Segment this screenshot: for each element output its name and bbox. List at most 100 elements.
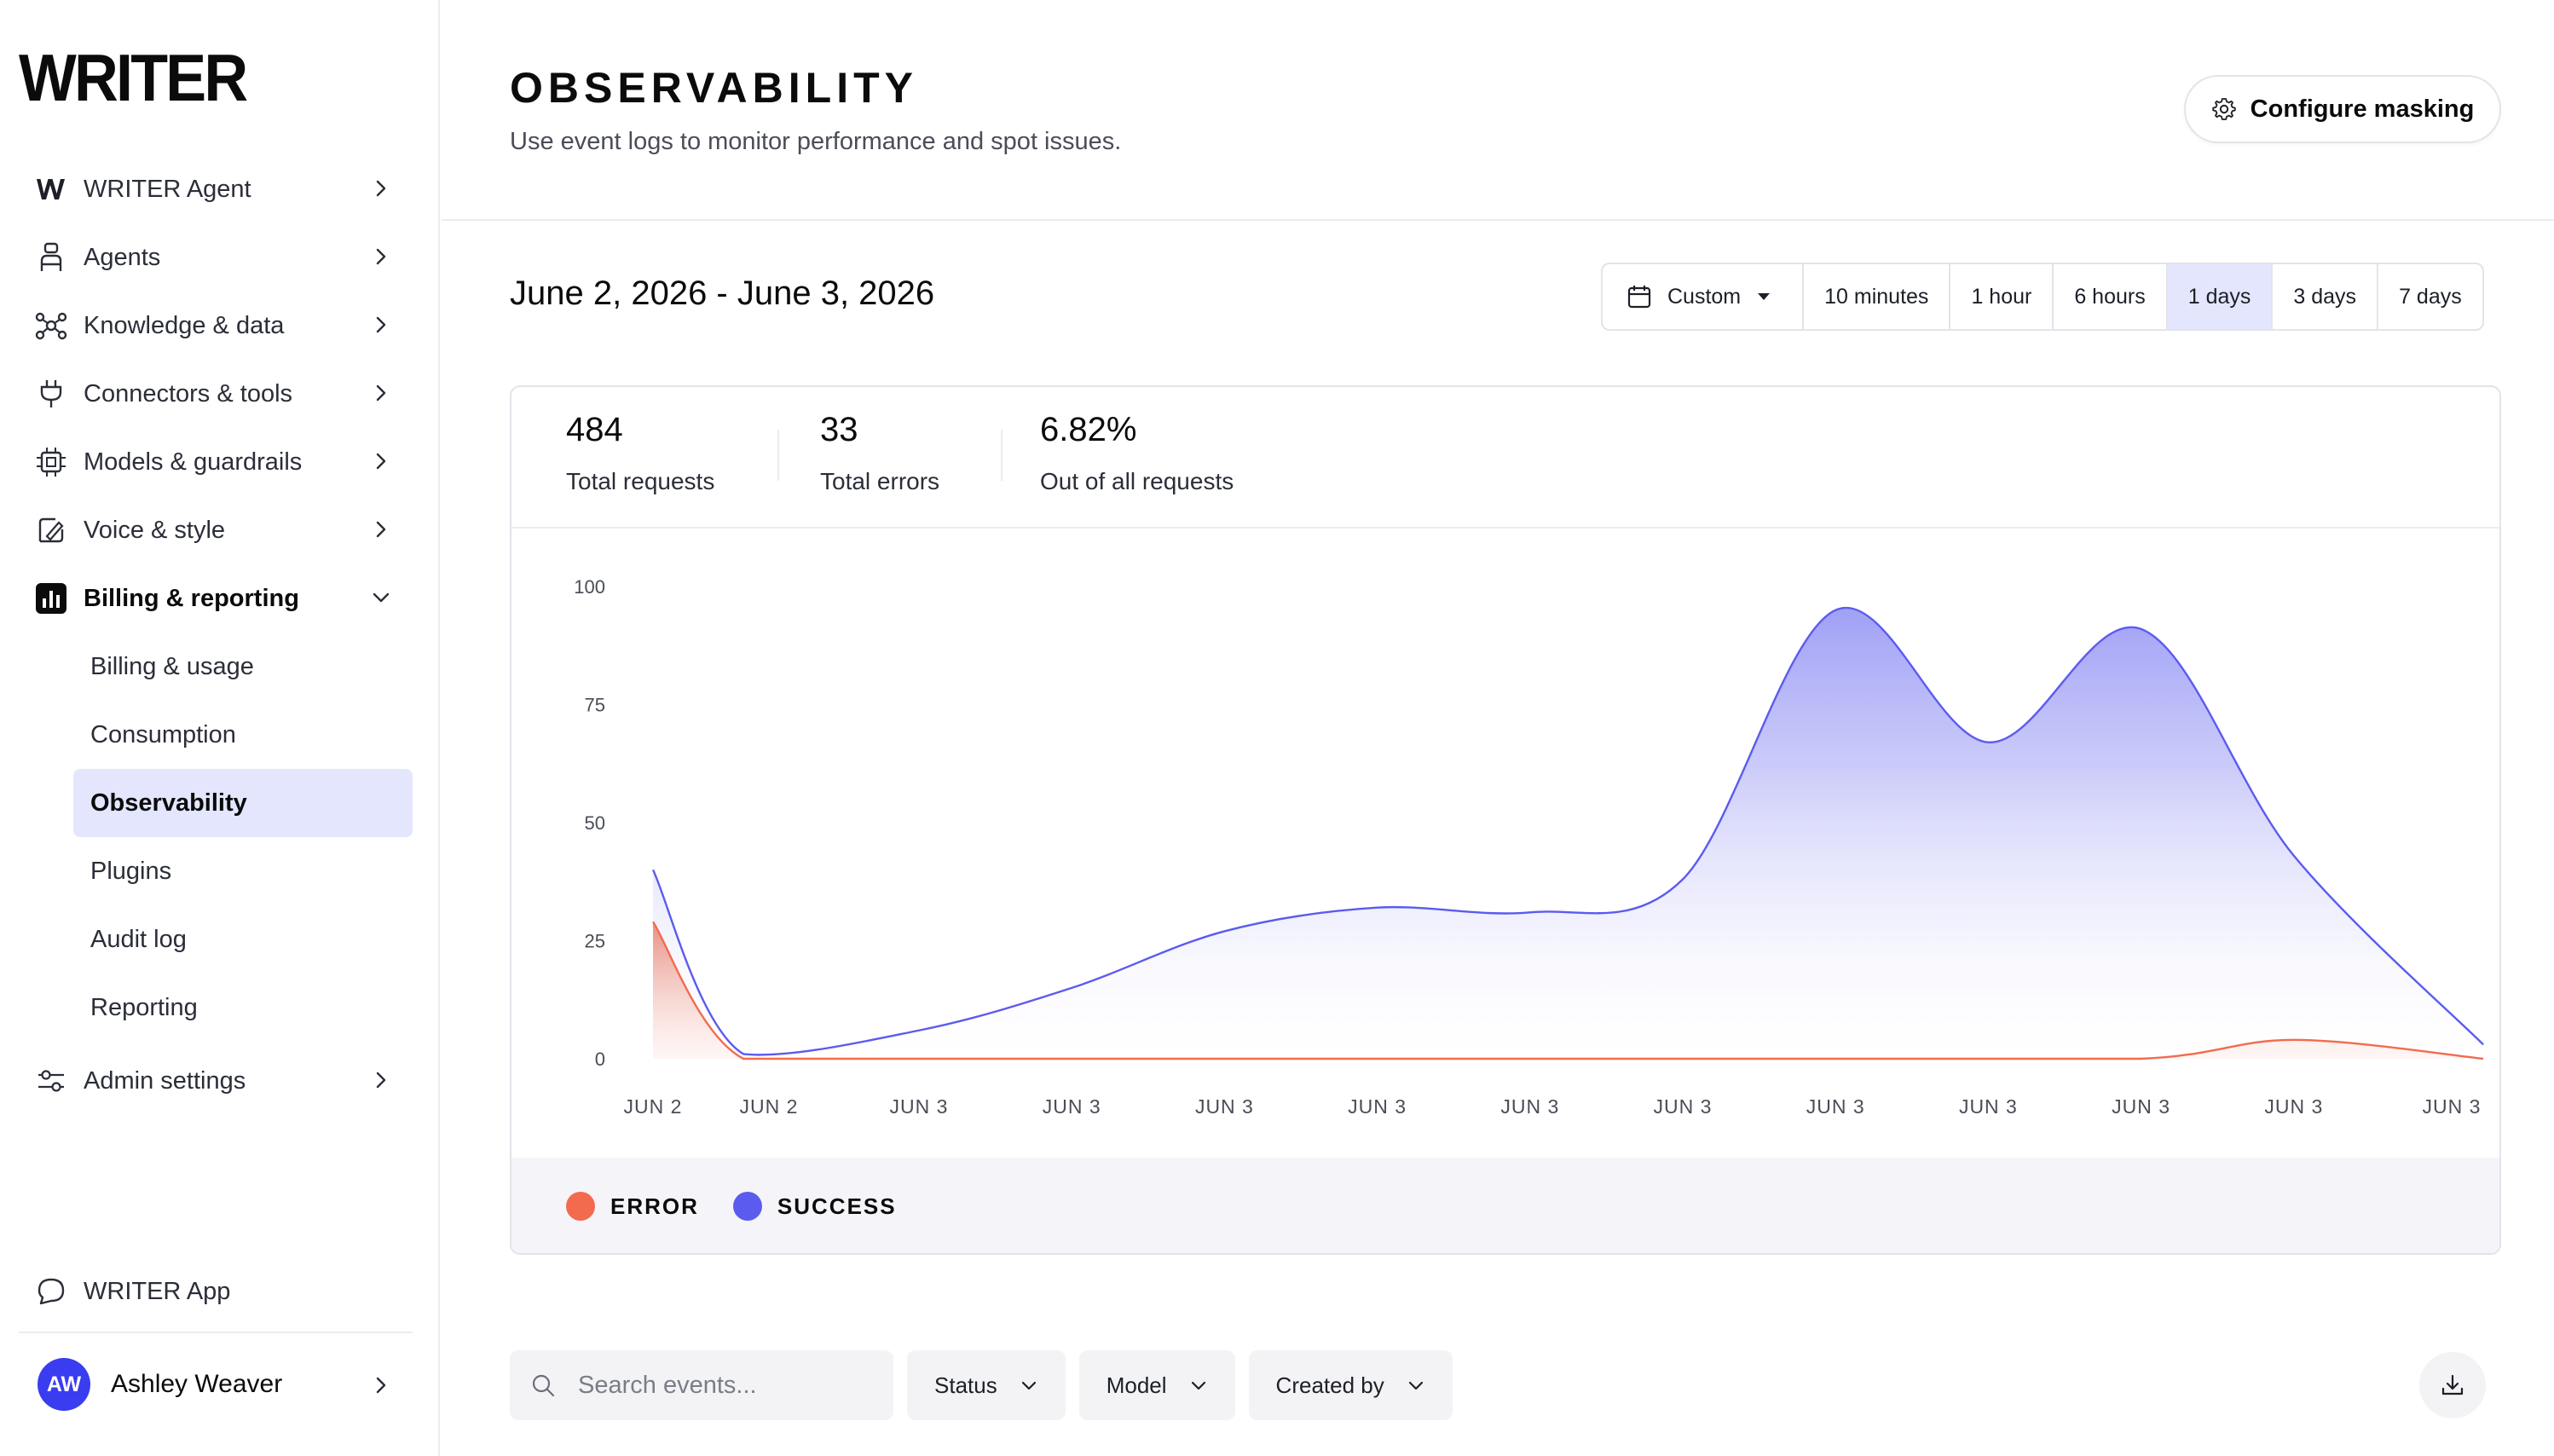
legend-item-success[interactable]: SUCCESS — [732, 1192, 897, 1221]
sidebar-item-writer-agent[interactable]: WRITER Agent — [0, 155, 440, 223]
y-tick-label: 50 — [585, 812, 605, 834]
stat-divider — [1001, 430, 1003, 481]
model-filter-dropdown[interactable]: Model — [1078, 1350, 1235, 1420]
created-by-filter-dropdown[interactable]: Created by — [1248, 1350, 1453, 1420]
x-tick-label: JUN 3 — [1654, 1095, 1713, 1118]
writer-logo[interactable]: WRITER — [19, 40, 248, 115]
configure-masking-button[interactable]: Configure masking — [2184, 75, 2501, 143]
sidebar-item-connectors-tools[interactable]: Connectors & tools — [0, 360, 440, 428]
writer-app-label: WRITER App — [84, 1277, 231, 1305]
x-tick-label: JUN 3 — [1806, 1095, 1865, 1118]
chart-legend: ERROR SUCCESS — [511, 1158, 2499, 1253]
stat-value: 6.82% — [1040, 411, 1137, 448]
x-tick-label: JUN 3 — [1959, 1095, 2018, 1118]
sliders-icon — [34, 1064, 68, 1098]
custom-range-dropdown[interactable]: Custom — [1603, 264, 1802, 329]
range-option-6-hours[interactable]: 6 hours — [2052, 264, 2165, 329]
caret-down-icon — [1758, 293, 1771, 300]
x-tick-label: JUN 2 — [624, 1095, 683, 1118]
stat-label: Total requests — [566, 468, 715, 494]
x-tick-label: JUN 3 — [1500, 1095, 1559, 1118]
voice-style-icon — [34, 513, 68, 547]
sidebar-item-agents[interactable]: Agents — [0, 223, 440, 292]
user-menu[interactable]: AW Ashley Weaver — [0, 1350, 440, 1418]
sidebar-item-label: Models & guardrails — [84, 448, 303, 476]
range-option-3-days[interactable]: 3 days — [2271, 264, 2377, 329]
page-subtitle: Use event logs to monitor performance an… — [510, 128, 1122, 155]
stat-total-errors: 33 Total errors — [820, 411, 939, 495]
sidebar-item-billing-reporting[interactable]: Billing & reporting — [0, 564, 440, 633]
legend-dot-success — [732, 1192, 762, 1221]
sidebar-subitem-observability[interactable]: Observability — [73, 769, 413, 837]
knowledge-graph-icon — [34, 309, 68, 343]
writer-app-link[interactable]: WRITER App — [0, 1257, 440, 1326]
chevron-down-icon — [1021, 1381, 1036, 1390]
requests-area-chart: 0 25 50 75 100 JUN 2 JUN 2 JUN 3 JUN 3 JUN 3 JUN … — [574, 576, 2484, 1118]
chevron-right-icon — [376, 1377, 386, 1394]
range-option-7-days[interactable]: 7 days — [2377, 264, 2482, 329]
series-area-success — [653, 607, 2484, 1059]
sidebar-item-label: Knowledge & data — [84, 311, 285, 339]
download-button[interactable] — [2419, 1352, 2486, 1418]
gear-icon — [2211, 98, 2236, 120]
search-icon — [532, 1374, 555, 1397]
y-tick-label: 25 — [585, 931, 605, 952]
sidebar-subitem-billing-usage[interactable]: Billing & usage — [90, 652, 254, 680]
sidebar-item-label: WRITER Agent — [84, 175, 251, 203]
legend-item-error[interactable]: ERROR — [566, 1192, 699, 1221]
sidebar-item-voice-style[interactable]: Voice & style — [0, 496, 440, 564]
range-option-1-hour[interactable]: 1 hour — [1949, 264, 2052, 329]
stat-value: 484 — [566, 411, 623, 448]
sidebar-item-models-guardrails[interactable]: Models & guardrails — [0, 428, 440, 496]
observability-card: 484 Total requests 33 Total errors 6.82%… — [510, 385, 2501, 1255]
sidebar-subitem-reporting[interactable]: Reporting — [90, 993, 198, 1021]
page-title: OBSERVABILITY — [510, 64, 918, 112]
chevron-down-icon — [1191, 1381, 1205, 1390]
chevron-right-icon — [376, 316, 386, 333]
status-filter-dropdown[interactable]: Status — [907, 1350, 1066, 1420]
user-name: Ashley Weaver — [111, 1370, 283, 1398]
series-line-error[interactable] — [651, 921, 2484, 1060]
writer-w-icon — [34, 172, 68, 206]
sidebar-divider — [19, 1332, 413, 1333]
legend-label: SUCCESS — [777, 1193, 897, 1219]
chip-icon — [34, 445, 68, 479]
sidebar-item-label: Agents — [84, 243, 161, 271]
chevron-right-icon — [376, 180, 386, 197]
filter-label: Model — [1106, 1372, 1167, 1398]
plug-icon — [34, 377, 68, 411]
header-divider — [442, 219, 2554, 221]
bar-chart-icon — [34, 581, 68, 615]
chevron-right-icon — [376, 248, 386, 265]
y-tick-label: 75 — [585, 695, 605, 716]
chevron-right-icon — [376, 1072, 386, 1089]
sidebar: WRITER WRITER Agent Agents Knowledge & d… — [0, 0, 440, 1456]
chevron-down-icon — [1408, 1381, 1423, 1390]
x-tick-label: JUN 3 — [1348, 1095, 1407, 1118]
sidebar-subitem-plugins[interactable]: Plugins — [90, 857, 172, 885]
series-line-success[interactable] — [651, 606, 2484, 1056]
x-tick-label: JUN 3 — [2112, 1095, 2170, 1118]
stat-total-requests: 484 Total requests — [566, 411, 714, 495]
range-option-10-minutes[interactable]: 10 minutes — [1802, 264, 1949, 329]
y-tick-label: 100 — [574, 576, 605, 598]
series-area-error — [653, 922, 2484, 1059]
x-tick-label: JUN 3 — [2423, 1095, 2482, 1118]
sidebar-item-admin-settings[interactable]: Admin settings — [0, 1047, 440, 1115]
range-option-1-days[interactable]: 1 days — [2165, 264, 2272, 329]
calendar-icon — [1627, 286, 1651, 309]
legend-dot-error — [566, 1192, 595, 1221]
configure-masking-label: Configure masking — [2250, 95, 2475, 123]
sidebar-subitem-consumption[interactable]: Consumption — [90, 720, 236, 748]
search-events-input[interactable] — [576, 1370, 870, 1401]
sidebar-item-knowledge-data[interactable]: Knowledge & data — [0, 292, 440, 360]
sidebar-bottom: WRITER App — [0, 1257, 440, 1326]
chat-bubble-icon — [34, 1274, 68, 1309]
stat-label: Out of all requests — [1040, 468, 1234, 494]
sidebar-subitem-audit-log[interactable]: Audit log — [90, 925, 187, 953]
avatar: AW — [38, 1358, 90, 1411]
chevron-down-icon — [373, 592, 390, 603]
sidebar-item-label: Admin settings — [84, 1066, 246, 1095]
x-tick-label: JUN 3 — [890, 1095, 949, 1118]
x-tick-label: JUN 3 — [1195, 1095, 1254, 1118]
